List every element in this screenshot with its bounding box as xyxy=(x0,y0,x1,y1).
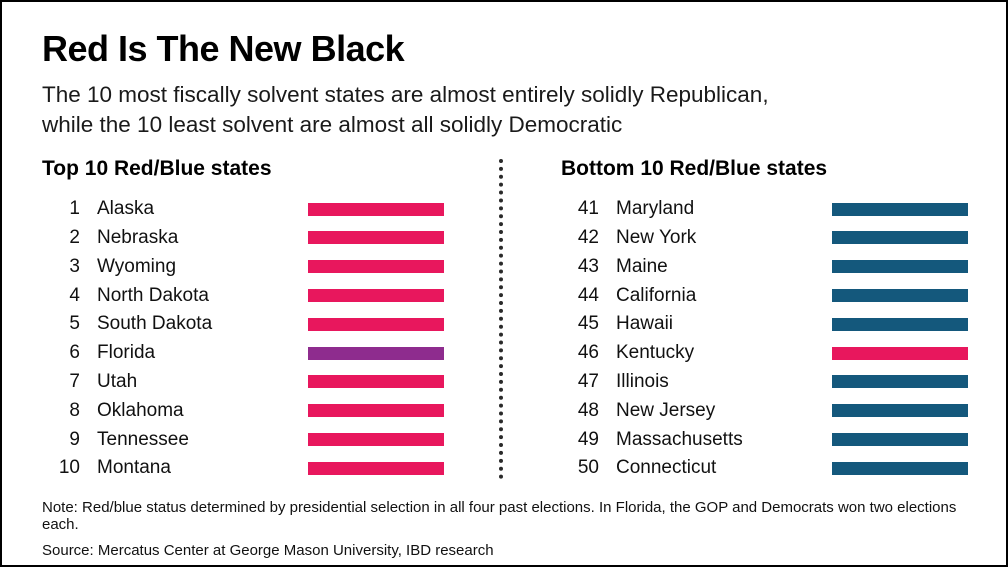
state-row: 8 Oklahoma xyxy=(42,396,444,425)
party-bar-blue xyxy=(832,317,968,331)
state-rank: 41 xyxy=(577,198,599,220)
state-name: Tennessee xyxy=(97,428,189,450)
state-name: Oklahoma xyxy=(97,399,184,421)
party-bar-red xyxy=(308,289,444,303)
state-row: 48 New Jersey xyxy=(561,396,968,425)
state-row: 7 Utah xyxy=(42,368,444,397)
state-row: 6 Florida xyxy=(42,339,444,368)
state-row: 1 Alaska xyxy=(42,195,444,224)
state-rank: 47 xyxy=(577,370,599,392)
state-row: 47 Illinois xyxy=(561,368,968,397)
party-bar-red xyxy=(832,346,968,360)
subtitle-line1: The 10 most fiscally solvent states are … xyxy=(42,82,769,107)
state-rank: 50 xyxy=(577,457,599,479)
state-name: Massachusetts xyxy=(616,428,743,450)
party-bar-red xyxy=(308,404,444,418)
state-row: 46 Kentucky xyxy=(561,339,968,368)
party-bar-purple xyxy=(308,346,444,360)
state-rank: 49 xyxy=(577,428,599,450)
bottom10-header: Bottom 10 Red/Blue states xyxy=(561,156,828,180)
party-bar-blue xyxy=(832,260,968,274)
state-row: 9 Tennessee xyxy=(42,425,444,454)
state-rank: 43 xyxy=(577,255,599,277)
state-rank: 10 xyxy=(58,457,80,479)
party-bar-red xyxy=(308,375,444,389)
state-name: North Dakota xyxy=(97,284,209,306)
party-bar-blue xyxy=(832,289,968,303)
state-name: Hawaii xyxy=(616,313,674,335)
party-bar-red xyxy=(308,317,444,331)
state-rank: 4 xyxy=(69,284,80,306)
party-bar-blue xyxy=(832,231,968,245)
state-row: 4 North Dakota xyxy=(42,281,444,310)
state-rank: 8 xyxy=(69,399,80,421)
state-row: 3 Wyoming xyxy=(42,252,444,281)
top10-column: Top 10 Red/Blue states 1 Alaska 2 Nebraska 3… xyxy=(42,157,444,483)
source-text: Source: Mercatus Center at George Mason … xyxy=(42,541,494,559)
state-row: 43 Maine xyxy=(561,252,968,281)
party-bar-blue xyxy=(832,433,968,447)
state-name: South Dakota xyxy=(97,313,213,335)
top10-header: Top 10 Red/Blue states xyxy=(42,156,272,180)
state-name: Maryland xyxy=(616,198,695,220)
note-text: Note: Red/blue status determined by pres… xyxy=(42,498,957,533)
party-bar-blue xyxy=(832,202,968,216)
columns-container: Top 10 Red/Blue states 1 Alaska 2 Nebraska 3… xyxy=(42,157,968,483)
state-row: 45 Hawaii xyxy=(561,310,968,339)
state-rank: 9 xyxy=(69,428,80,450)
state-row: 50 Connecticut xyxy=(561,454,968,483)
party-bar-red xyxy=(308,433,444,447)
state-row: 2 Nebraska xyxy=(42,224,444,253)
state-name: Utah xyxy=(97,370,138,392)
footer: Note: Red/blue status determined by pres… xyxy=(42,499,968,559)
state-name: Florida xyxy=(97,342,156,364)
state-rank: 2 xyxy=(69,226,80,248)
state-rank: 44 xyxy=(577,284,599,306)
state-rank: 42 xyxy=(577,226,599,248)
state-row: 44 California xyxy=(561,281,968,310)
party-bar-red xyxy=(308,202,444,216)
dotted-divider xyxy=(499,158,503,479)
state-rank: 5 xyxy=(69,313,80,335)
party-bar-red xyxy=(308,461,444,475)
state-rank: 1 xyxy=(69,198,80,220)
bottom10-rows: 41 Maryland 42 New York 43 Maine 44 California 4… xyxy=(561,195,968,483)
state-name: Montana xyxy=(97,457,171,479)
party-bar-red xyxy=(308,231,444,245)
state-name: Alaska xyxy=(97,198,155,220)
state-row: 5 South Dakota xyxy=(42,310,444,339)
state-row: 49 Massachusetts xyxy=(561,425,968,454)
state-name: Illinois xyxy=(616,370,669,392)
top10-rows: 1 Alaska 2 Nebraska 3 Wyoming 4 North Dakota 5 So… xyxy=(42,195,444,483)
state-name: California xyxy=(616,284,697,306)
state-name: Kentucky xyxy=(616,342,695,364)
state-row: 41 Maryland xyxy=(561,195,968,224)
state-name: Connecticut xyxy=(616,457,717,479)
state-name: Wyoming xyxy=(97,255,177,277)
party-bar-blue xyxy=(832,461,968,475)
state-rank: 6 xyxy=(69,342,80,364)
page-title: Red Is The New Black xyxy=(42,28,405,69)
party-bar-red xyxy=(308,260,444,274)
subtitle: The 10 most fiscally solvent states are … xyxy=(42,80,968,141)
state-row: 10 Montana xyxy=(42,454,444,483)
party-bar-blue xyxy=(832,375,968,389)
state-rank: 45 xyxy=(577,313,599,335)
state-row: 42 New York xyxy=(561,224,968,253)
state-name: New Jersey xyxy=(616,399,716,421)
state-rank: 48 xyxy=(577,399,599,421)
subtitle-line2: while the 10 least solvent are almost al… xyxy=(42,112,623,138)
state-name: Maine xyxy=(616,255,668,277)
state-rank: 7 xyxy=(69,370,80,392)
bottom10-column: Bottom 10 Red/Blue states 41 Maryland 42 Ne… xyxy=(503,157,968,483)
state-name: Nebraska xyxy=(97,226,179,248)
state-rank: 46 xyxy=(577,342,599,364)
state-rank: 3 xyxy=(69,255,80,277)
state-name: New York xyxy=(616,226,697,248)
party-bar-blue xyxy=(832,404,968,418)
